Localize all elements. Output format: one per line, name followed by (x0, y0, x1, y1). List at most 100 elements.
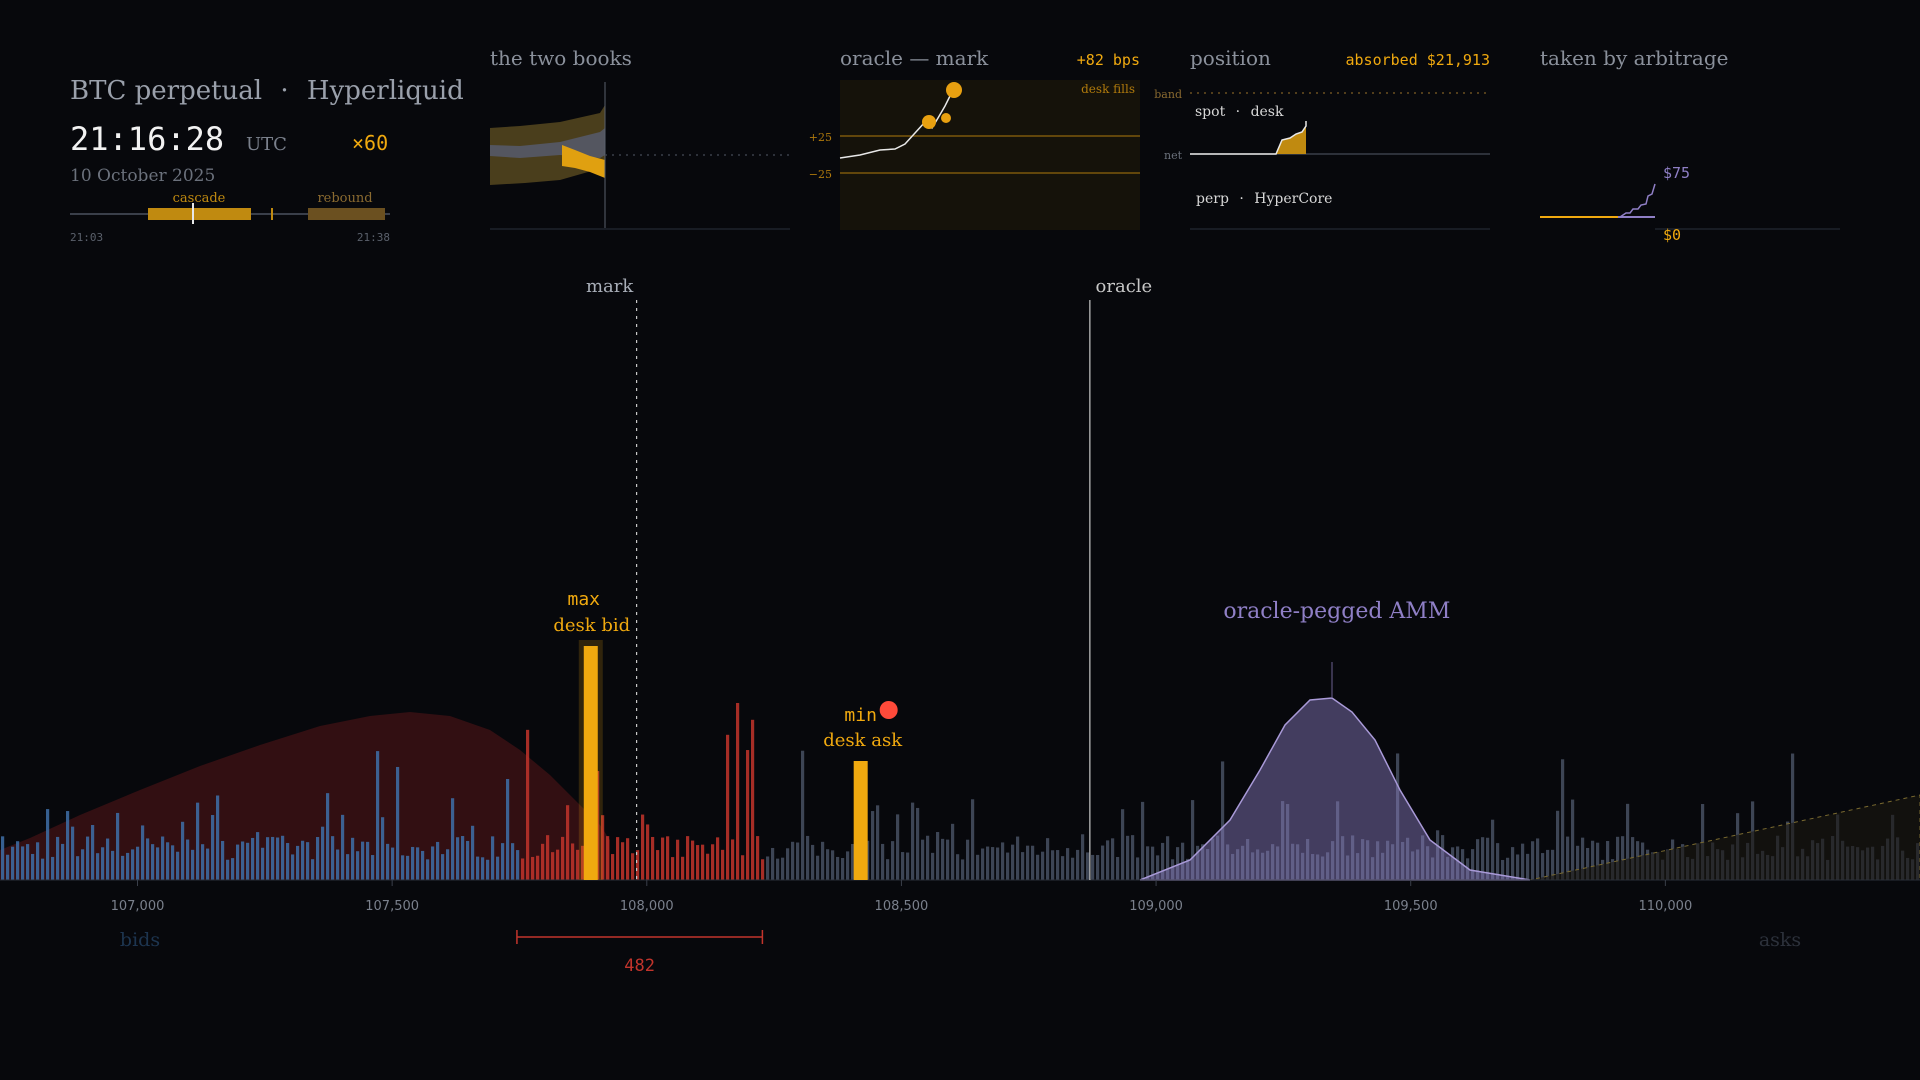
panel-title: position (1190, 46, 1271, 70)
header: BTC perpetual · Hyperliquid 21:16:28 UTC… (70, 76, 464, 244)
depth-bar (496, 856, 500, 880)
depth-bar (1621, 836, 1625, 880)
depth-bar (81, 849, 85, 880)
depth-bar (276, 837, 280, 880)
depth-bar (996, 847, 1000, 880)
depth-bar (241, 841, 245, 880)
depth-bar (46, 809, 50, 880)
depth-bar (1396, 753, 1400, 880)
svg-text:perp · HyperCore: perp · HyperCore (1196, 191, 1332, 207)
absorbed-value: absorbed $21,913 (1346, 51, 1491, 69)
panel-title: oracle — mark (840, 46, 989, 70)
depth-bar (306, 842, 310, 880)
depth-bar (561, 836, 565, 880)
depth-bar (286, 843, 290, 880)
order-book-chart: 107,000 107,500 108,000 108,500 109,000 109,5… (0, 276, 1920, 976)
depth-bar (1276, 846, 1280, 880)
arb-cumulative-line (1619, 183, 1656, 218)
depth-bar (986, 846, 990, 880)
depth-bar (171, 845, 175, 880)
depth-bar (506, 779, 510, 880)
depth-bar (806, 835, 810, 880)
depth-bar (1791, 753, 1795, 880)
depth-bar (946, 839, 950, 880)
depth-bar (261, 847, 265, 880)
tick-plus-25: +25 (809, 131, 832, 144)
depth-bar (1031, 845, 1035, 880)
depth-bar (271, 836, 275, 880)
depth-bar (1411, 851, 1415, 880)
arb-bottom-value: $0 (1663, 226, 1681, 244)
depth-bar (666, 836, 670, 880)
desk-ask-alert-dot (879, 701, 898, 719)
depth-bar (1016, 836, 1020, 880)
depth-bar (1211, 838, 1215, 880)
depth-bar (376, 751, 380, 880)
net-position-fill (1276, 126, 1306, 154)
depth-bar (1046, 838, 1050, 880)
depth-bar (1001, 842, 1005, 880)
depth-bar (1491, 819, 1495, 880)
depth-bar (31, 853, 35, 880)
depth-bar (386, 843, 390, 880)
depth-bar (91, 825, 95, 880)
depth-bar (801, 750, 805, 880)
panel-title: the two books (490, 46, 632, 70)
depth-bar (1356, 853, 1360, 880)
depth-bar (896, 814, 900, 880)
depth-bar (1331, 841, 1335, 880)
svg-text:spot · desk: spot · desk (1195, 104, 1284, 120)
depth-bar (156, 847, 160, 880)
depth-bar (1451, 847, 1455, 880)
depth-bar (186, 839, 190, 880)
rebound-window (308, 208, 385, 220)
depth-bar (826, 849, 830, 880)
depth-bar (841, 858, 845, 880)
depth-bar (1541, 853, 1545, 880)
depth-bar (416, 847, 420, 880)
depth-bar (136, 846, 140, 880)
depth-bar (421, 850, 425, 880)
depth-bar (646, 824, 650, 880)
depth-bar (1496, 843, 1500, 880)
depth-bar (146, 838, 150, 880)
depth-bar (1056, 850, 1060, 880)
oracle-label: oracle (1096, 276, 1153, 297)
depth-bar (886, 859, 890, 880)
depth-bar (71, 826, 75, 880)
depth-bar (1516, 854, 1520, 880)
timeline-start: 21:03 (70, 231, 103, 244)
title-separator: · (280, 76, 288, 106)
depth-bar (831, 850, 835, 880)
depth-bar (1581, 837, 1585, 880)
arb-top-value: $75 (1663, 164, 1690, 182)
depth-bar (776, 858, 780, 880)
depth-bar (466, 840, 470, 880)
depth-bar (461, 836, 465, 880)
depth-bar (871, 811, 875, 880)
depth-bar (106, 838, 110, 880)
depth-bar (941, 838, 945, 880)
depth-bar (1446, 856, 1450, 880)
depth-bar (501, 843, 505, 880)
depth-bar (1406, 837, 1410, 880)
depth-bar (1341, 836, 1345, 880)
depth-bar (266, 837, 270, 880)
depth-bar (751, 719, 755, 880)
depth-bar (1136, 857, 1140, 880)
depth-bar (1376, 841, 1380, 880)
depth-bar (1036, 854, 1040, 880)
depth-bar (746, 750, 750, 880)
depth-bar (1006, 852, 1010, 880)
depth-bar (1151, 846, 1155, 880)
depth-bar (1511, 847, 1515, 880)
net-label: net (1164, 149, 1183, 162)
depth-bar (1011, 844, 1015, 880)
oracle-band-area (840, 80, 1140, 230)
depth-bar (1316, 854, 1320, 880)
depth-bar (1156, 855, 1160, 880)
depth-bar (1131, 835, 1135, 880)
depth-bar (451, 798, 455, 880)
depth-bar (581, 845, 585, 880)
